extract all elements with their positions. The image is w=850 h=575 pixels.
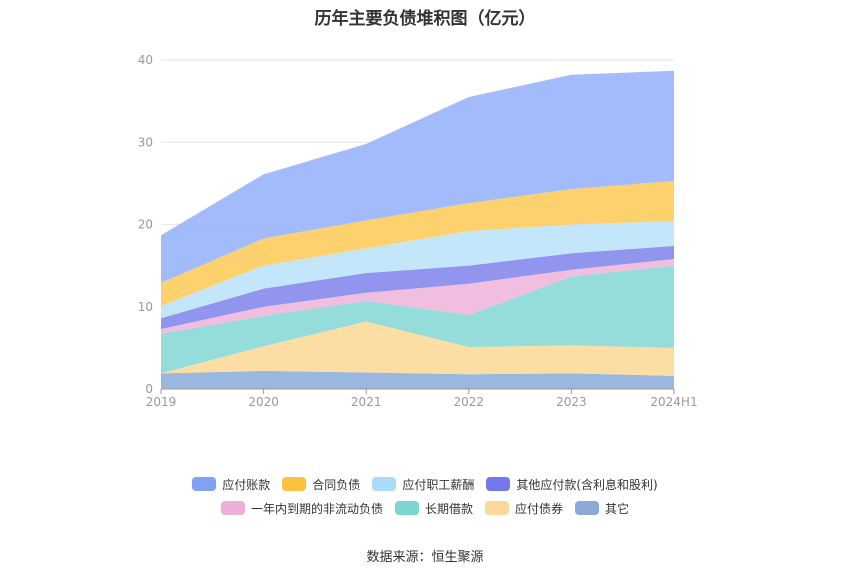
x-tick-label: 2019 — [146, 395, 177, 409]
legend-label: 合同负债 — [312, 477, 361, 492]
area-series-6 — [161, 180, 674, 306]
legend-swatch — [486, 477, 511, 491]
legend-row-2: 一年内到期的非流动负债 长期借款 应付债券 其它 — [0, 496, 850, 520]
legend-item-other-payables[interactable]: 其他应付款(含利息和股利) — [486, 476, 658, 493]
legend-label: 应付债券 — [515, 501, 564, 516]
chart-title: 历年主要负债堆积图（亿元） — [314, 9, 536, 29]
legend-label: 长期借款 — [424, 501, 473, 516]
legend-swatch — [220, 501, 245, 515]
data-source: 数据来源：恒生聚源 — [366, 550, 484, 565]
legend-swatch — [192, 477, 217, 491]
y-tick-label: 0 — [145, 382, 153, 396]
legend-item-bonds-payable[interactable]: 应付债券 — [485, 500, 563, 517]
area-series-0 — [161, 370, 674, 389]
area-series — [161, 70, 674, 389]
y-tick-label: 20 — [138, 218, 153, 232]
y-tick-label: 10 — [138, 300, 153, 314]
area-series-3 — [161, 259, 674, 334]
axes: 0 10 20 30 40 2019 2020 2021 2022 2023 2024H1 — [138, 53, 698, 409]
legend-item-others[interactable]: 其它 — [575, 500, 629, 517]
stacked-area-chart: 0 10 20 30 40 2019 2020 2021 2022 2023 2024H1 — [138, 53, 698, 409]
legend-swatch — [372, 477, 397, 491]
x-tick-label: 2023 — [556, 395, 587, 409]
x-tick-label: 2024H1 — [650, 395, 697, 409]
area-series-2 — [161, 265, 674, 374]
legend-label: 其他应付款(含利息和股利) — [516, 477, 658, 492]
legend-label: 应付账款 — [222, 477, 271, 492]
legend-label: 应付职工薪酬 — [402, 477, 475, 492]
legend-swatch — [575, 501, 600, 515]
legend-row-1: 应付账款 合同负债 应付职工薪酬 其他应付款(含利息和股利) — [0, 472, 850, 496]
area-series-7 — [161, 70, 674, 283]
legend-item-contract-liabilities[interactable]: 合同负债 — [282, 476, 360, 493]
legend-swatch — [282, 477, 307, 491]
legend-swatch — [394, 501, 419, 515]
legend-item-employee-payable[interactable]: 应付职工薪酬 — [372, 476, 474, 493]
chart-legend: 应付账款 合同负债 应付职工薪酬 其他应付款(含利息和股利) 一年内到期的非流动… — [0, 472, 850, 520]
x-tick-label: 2020 — [248, 395, 279, 409]
y-tick-label: 30 — [138, 135, 153, 149]
legend-swatch — [485, 501, 509, 515]
legend-label: 其它 — [605, 501, 630, 516]
x-tick-label: 2021 — [351, 395, 382, 409]
area-series-1 — [161, 321, 674, 376]
y-tick-label: 40 — [138, 53, 153, 67]
legend-item-long-term-loans[interactable]: 长期借款 — [394, 500, 473, 517]
legend-item-accounts-payable[interactable]: 应付账款 — [192, 476, 270, 493]
legend-label: 一年内到期的非流动负债 — [250, 501, 383, 516]
legend-item-current-noncurrent[interactable]: 一年内到期的非流动负债 — [220, 500, 383, 517]
x-tick-label: 2022 — [454, 395, 485, 409]
area-series-5 — [161, 221, 674, 319]
area-series-4 — [161, 245, 674, 329]
